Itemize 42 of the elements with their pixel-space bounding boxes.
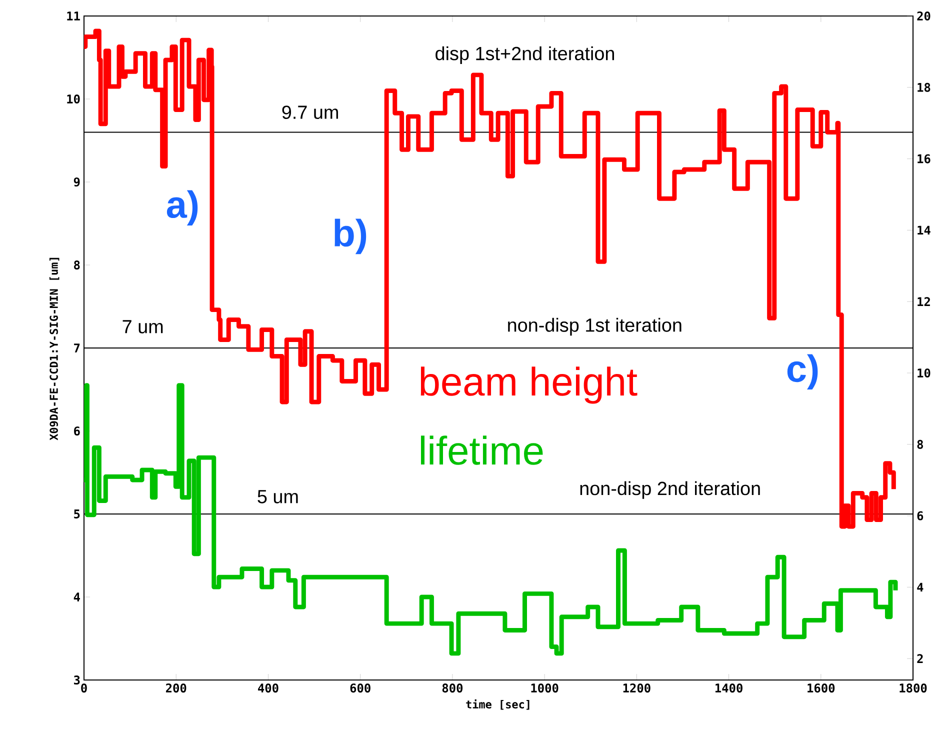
x-tick-label: 1400 (715, 684, 742, 693)
y-tick-label: 10 (67, 94, 80, 104)
y-tick-label: 8 (74, 260, 80, 270)
annotation: 9.7 um (282, 106, 338, 119)
y2-tick-label: 14 (918, 226, 930, 235)
y2-tick-label: 4 (917, 582, 924, 592)
annotation: b) (334, 218, 366, 254)
y-tick-label: 7 (74, 344, 80, 352)
y-tick-label: 3 (74, 675, 80, 685)
series-label: beam height (420, 366, 638, 404)
y-tick-label: 9 (74, 177, 80, 187)
x-tick-label: 0 (81, 684, 87, 693)
x-tick-label: 600 (350, 684, 370, 693)
text: lifetime (420, 436, 543, 465)
x-tick-label: 1800 (900, 684, 927, 693)
y-tick-label: 5 (74, 510, 80, 518)
x-axis-title: time [sec] (466, 699, 530, 710)
y-tick-label: 4 (74, 592, 80, 602)
y-axis-title: X09DA-FE-CCD1:Y-SIG-MIN [um] (49, 258, 60, 440)
annotation: 5 um (258, 490, 298, 504)
y2-tick-label: 18 (918, 82, 930, 92)
x-tick-label: 1200 (623, 684, 650, 693)
y2-tick-label: 12 (918, 297, 930, 306)
y2-tick-label: 10 (918, 368, 930, 378)
y2-tick-label: 20 (917, 11, 930, 21)
annotation: a) (166, 190, 198, 226)
y2-tick-label: 6 (917, 511, 924, 520)
y-tick-label: 11 (67, 12, 80, 20)
annotation: c) (787, 354, 818, 390)
y2-tick-label: 16 (918, 154, 930, 164)
y2-tick-label: 2 (917, 654, 923, 664)
annotation: non-disp 1st iteration (508, 318, 682, 336)
annotation: 7 um (122, 320, 163, 334)
x-tick-label: 1000 (531, 684, 558, 693)
x-tick-label: 200 (166, 684, 186, 693)
x-tick-label: 400 (258, 684, 278, 693)
annotation: disp 1st+2nd iteration (436, 46, 614, 64)
annotation: non-disp 2nd iteration (580, 481, 760, 499)
x-tick-label: 1600 (808, 684, 835, 693)
x-tick-label: 800 (442, 684, 463, 693)
y2-tick-label: 8 (917, 440, 923, 449)
y-tick-label: 6 (74, 426, 80, 436)
